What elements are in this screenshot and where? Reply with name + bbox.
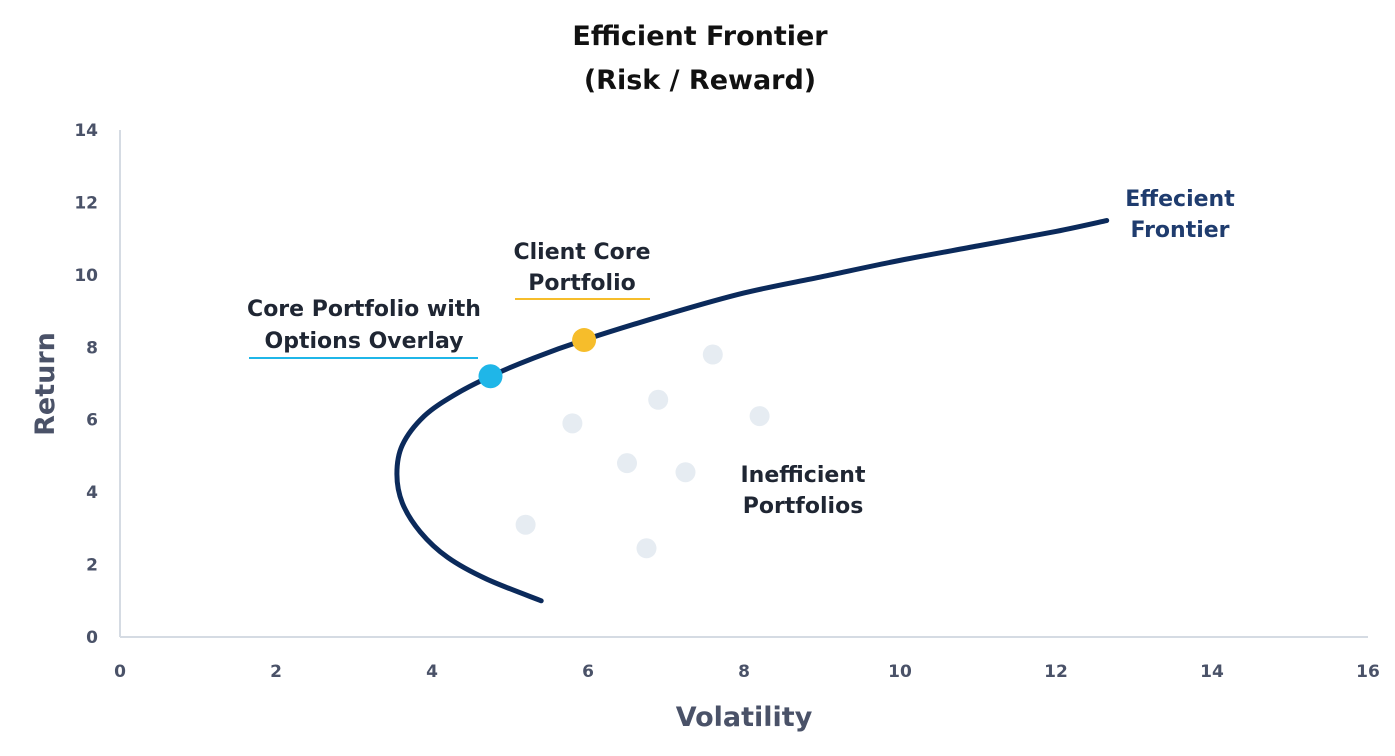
x-tick-label: 14 <box>1200 662 1224 682</box>
inefficient-portfolio-point <box>515 514 536 535</box>
x-tick-label: 4 <box>426 662 438 682</box>
x-tick-label: 8 <box>738 662 750 682</box>
x-tick-label: 16 <box>1356 662 1380 682</box>
inefficient-label-line-2: Portfolios <box>743 494 864 519</box>
x-tick-label: 12 <box>1044 662 1068 682</box>
efficient-frontier-curve <box>394 218 1110 604</box>
x-tick-label: 10 <box>888 662 912 682</box>
y-tick-label: 6 <box>86 411 98 431</box>
y-tick-label: 10 <box>74 266 98 286</box>
y-tick-labels: 0 2 4 6 8 10 12 14 <box>74 121 98 648</box>
x-tick-labels: 0 2 4 6 8 10 12 14 16 <box>114 662 1380 682</box>
client-core-label-line-1: Client Core <box>513 240 650 265</box>
y-tick-label: 0 <box>86 628 98 648</box>
chart-title-line-1: Efficient Frontier <box>572 21 828 52</box>
inefficient-label-line-1: Inefficient <box>741 463 866 488</box>
y-tick-label: 2 <box>86 556 98 576</box>
options-overlay-point <box>478 364 503 389</box>
chart-title-line-2: (Risk / Reward) <box>584 65 816 96</box>
options-overlay-label-line-1: Core Portfolio with <box>247 297 481 322</box>
inefficient-portfolio-points <box>515 344 770 559</box>
inefficient-portfolio-point <box>562 413 583 434</box>
x-tick-label: 6 <box>582 662 594 682</box>
highlighted-portfolio-points <box>478 328 597 389</box>
client-core-label-line-2: Portfolio <box>528 271 636 296</box>
y-tick-label: 4 <box>86 483 98 503</box>
y-tick-label: 12 <box>74 193 98 213</box>
frontier-label-line-2: Frontier <box>1130 218 1229 243</box>
x-axis-label: Volatility <box>676 702 813 733</box>
options-overlay-label-line-2: Options Overlay <box>265 329 464 354</box>
inefficient-portfolio-point <box>648 389 669 410</box>
inefficient-portfolio-point <box>749 406 770 427</box>
y-tick-label: 14 <box>74 121 98 141</box>
client-core-point <box>572 328 597 353</box>
y-tick-label: 8 <box>86 338 98 358</box>
frontier-label-line-1: Effecient <box>1125 187 1235 212</box>
y-axis-label: Return <box>30 332 61 436</box>
inefficient-portfolio-point <box>702 344 723 365</box>
inefficient-portfolio-point <box>675 462 696 483</box>
inefficient-portfolio-point <box>636 538 657 559</box>
x-tick-label: 0 <box>114 662 126 682</box>
x-tick-label: 2 <box>270 662 282 682</box>
inefficient-portfolio-point <box>617 453 637 474</box>
